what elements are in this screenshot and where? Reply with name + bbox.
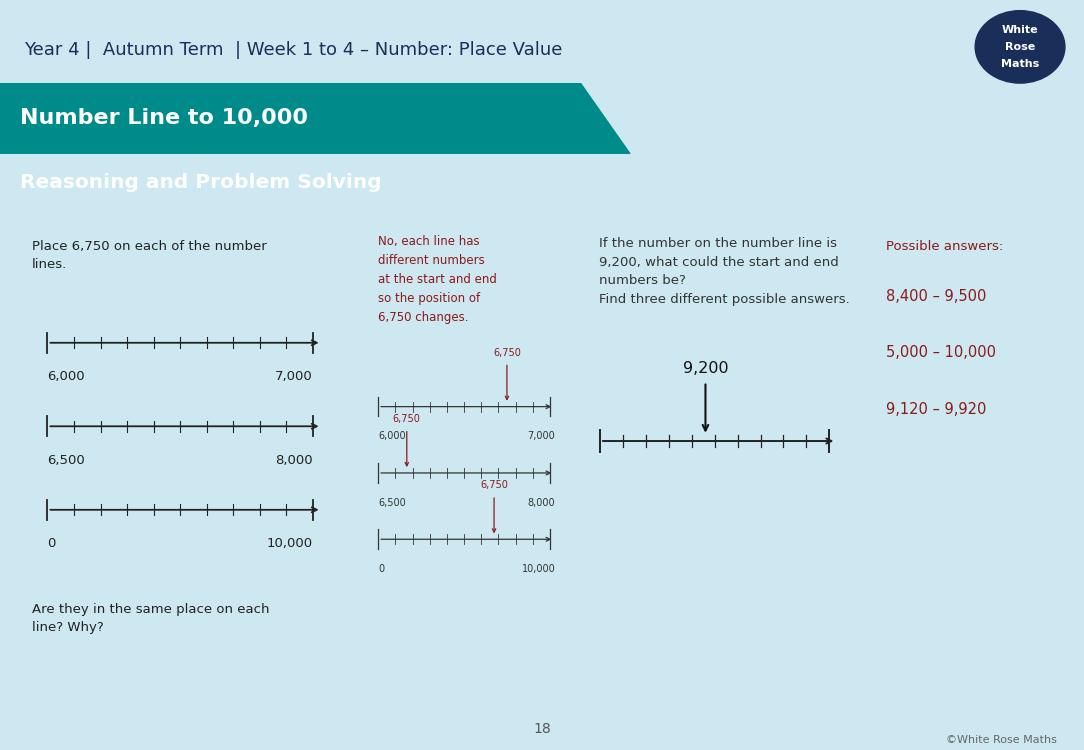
- Text: Are they in the same place on each
line? Why?: Are they in the same place on each line?…: [31, 603, 270, 634]
- Text: Reasoning and Problem Solving: Reasoning and Problem Solving: [20, 172, 382, 192]
- Text: 8,000: 8,000: [528, 497, 555, 508]
- Text: 6,750: 6,750: [480, 480, 508, 490]
- Text: No, each line has
different numbers
at the start and end
so the position of
6,75: No, each line has different numbers at t…: [378, 235, 498, 324]
- Text: Place 6,750 on each of the number
lines.: Place 6,750 on each of the number lines.: [31, 239, 267, 271]
- Text: White: White: [1002, 25, 1038, 34]
- Text: 8,400 – 9,500: 8,400 – 9,500: [886, 289, 986, 304]
- Text: Rose: Rose: [1005, 42, 1035, 52]
- Text: 6,000: 6,000: [48, 370, 86, 383]
- Polygon shape: [0, 82, 630, 154]
- Text: If the number on the number line is
9,200, what could the start and end
numbers : If the number on the number line is 9,20…: [598, 237, 850, 306]
- Text: 8,000: 8,000: [275, 454, 313, 466]
- Text: 7,000: 7,000: [528, 431, 555, 441]
- Text: Number Line to 10,000: Number Line to 10,000: [20, 108, 308, 128]
- Text: 9,120 – 9,920: 9,120 – 9,920: [886, 402, 986, 417]
- Text: 10,000: 10,000: [267, 537, 313, 550]
- Text: 6,500: 6,500: [48, 454, 86, 466]
- Text: ©White Rose Maths: ©White Rose Maths: [946, 735, 1057, 745]
- Ellipse shape: [976, 10, 1064, 83]
- Text: 10,000: 10,000: [521, 564, 555, 574]
- Text: 5,000 – 10,000: 5,000 – 10,000: [886, 345, 996, 360]
- Text: 6,750: 6,750: [392, 414, 421, 424]
- Text: Maths: Maths: [1001, 59, 1040, 69]
- Text: 18: 18: [533, 722, 551, 736]
- Text: 7,000: 7,000: [275, 370, 313, 383]
- Text: 9,200: 9,200: [683, 362, 728, 376]
- Text: 6,750: 6,750: [493, 347, 521, 358]
- Text: 6,000: 6,000: [378, 431, 405, 441]
- Text: Year 4 |  Autumn Term  | Week 1 to 4 – Number: Place Value: Year 4 | Autumn Term | Week 1 to 4 – Num…: [24, 41, 563, 59]
- Text: 0: 0: [48, 537, 56, 550]
- Text: 6,500: 6,500: [378, 497, 405, 508]
- Text: 0: 0: [378, 564, 385, 574]
- Text: Possible answers:: Possible answers:: [886, 239, 1004, 253]
